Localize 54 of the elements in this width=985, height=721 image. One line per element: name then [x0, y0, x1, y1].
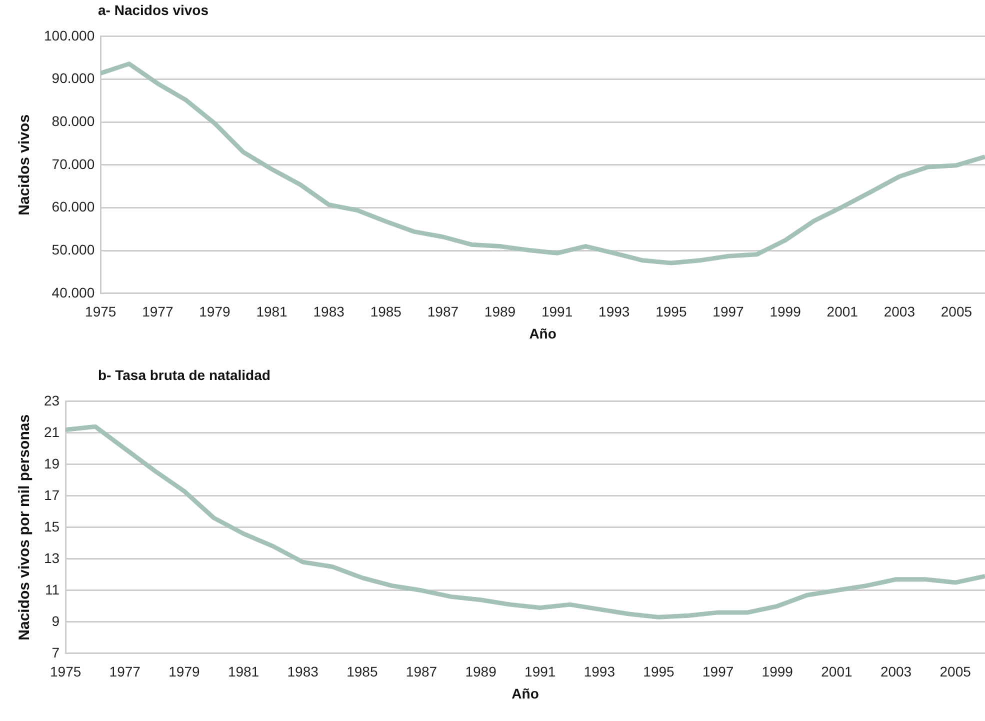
y-axis-title: Nacidos vivos [16, 114, 34, 216]
x-tick-label: 1991 [524, 664, 556, 680]
chart-title: b- Tasa bruta de natalidad [98, 367, 272, 385]
x-axis-title: Año [512, 685, 539, 702]
y-tick-label: 11 [45, 581, 60, 598]
x-tick-label: 1993 [584, 664, 616, 680]
x-tick-label: 1995 [643, 664, 675, 680]
y-tick-label: 7 [52, 644, 60, 660]
x-tick-label: 1985 [346, 664, 378, 680]
x-tick-label: 1997 [702, 664, 734, 680]
x-tick-label: 1999 [770, 304, 802, 320]
x-tick-label: 1993 [598, 304, 630, 320]
x-tick-label: 1983 [287, 664, 319, 680]
x-tick-label: 2005 [940, 304, 972, 320]
y-tick-label: 40.000 [52, 284, 95, 300]
x-tick-label: 2005 [940, 664, 972, 680]
x-tick-label: 2003 [884, 304, 916, 320]
x-tick-label: 1997 [712, 304, 744, 320]
y-tick-label: 21 [44, 424, 60, 440]
x-tick-label: 1999 [762, 664, 794, 680]
y-tick-label: 9 [52, 612, 60, 629]
y-tick-label: 100.000 [44, 27, 95, 44]
x-tick-label: 1979 [199, 304, 230, 320]
x-tick-label: 1981 [256, 304, 288, 320]
x-tick-label: 1975 [50, 664, 82, 680]
y-tick-label: 13 [44, 550, 60, 566]
x-tick-label: 1985 [370, 304, 402, 320]
x-tick-label: 1989 [465, 664, 497, 680]
x-tick-label: 1987 [427, 304, 459, 320]
y-tick-label: 70.000 [52, 156, 95, 172]
y-tick-label: 19 [44, 455, 60, 472]
x-tick-label: 1977 [142, 304, 174, 320]
y-tick-label: 17 [44, 486, 60, 503]
x-tick-label: 1991 [541, 304, 573, 320]
y-tick-label: 80.000 [52, 112, 95, 129]
x-tick-label: 1987 [406, 664, 438, 680]
x-tick-label: 1989 [484, 304, 516, 320]
x-tick-label: 2001 [826, 304, 858, 320]
x-tick-label: 2003 [880, 664, 912, 680]
y-tick-label: 15 [44, 518, 60, 534]
x-tick-label: 1979 [168, 664, 200, 680]
y-tick-label: 90.000 [52, 70, 95, 86]
x-tick-label: 1983 [313, 304, 345, 320]
y-tick-label: 50.000 [52, 241, 95, 258]
y-tick-label: 60.000 [52, 198, 95, 215]
y-tick-label: 23 [44, 392, 60, 408]
x-axis-title: Año [529, 325, 556, 342]
x-tick-label: 1977 [109, 664, 141, 680]
chart-title: a- Nacidos vivos [98, 2, 210, 20]
x-tick-label: 2001 [821, 664, 852, 680]
x-tick-label: 1975 [85, 304, 116, 320]
x-tick-label: 1995 [656, 304, 687, 320]
y-axis-title: Nacidos vivos por mil personas [16, 414, 34, 640]
x-tick-label: 1981 [228, 664, 260, 680]
